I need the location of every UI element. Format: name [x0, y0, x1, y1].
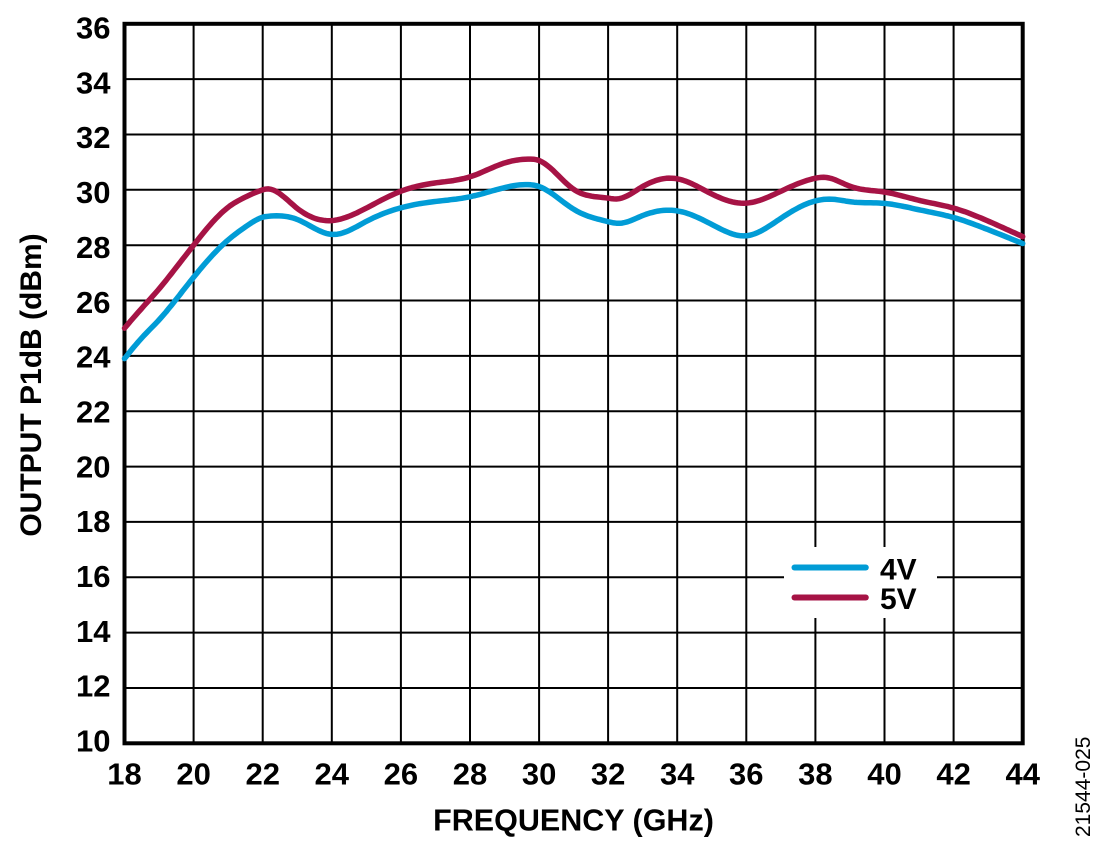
svg-text:38: 38: [798, 757, 832, 792]
svg-text:40: 40: [867, 757, 901, 792]
svg-text:30: 30: [76, 175, 110, 210]
svg-text:5V: 5V: [880, 583, 917, 616]
svg-text:34: 34: [660, 757, 695, 792]
svg-text:21544-025: 21544-025: [1072, 737, 1095, 837]
svg-text:22: 22: [245, 757, 279, 792]
svg-text:42: 42: [936, 757, 970, 792]
svg-text:32: 32: [76, 120, 110, 155]
svg-text:OUTPUT P1dB (dBm): OUTPUT P1dB (dBm): [15, 233, 48, 536]
svg-text:26: 26: [76, 285, 110, 320]
svg-text:10: 10: [76, 724, 110, 759]
svg-text:4V: 4V: [880, 553, 917, 586]
svg-text:36: 36: [729, 757, 763, 792]
svg-text:12: 12: [76, 669, 110, 704]
svg-text:26: 26: [384, 757, 418, 792]
svg-text:36: 36: [76, 11, 110, 46]
svg-text:30: 30: [522, 757, 556, 792]
svg-text:32: 32: [591, 757, 625, 792]
svg-text:20: 20: [76, 449, 110, 484]
svg-text:22: 22: [76, 395, 110, 430]
svg-text:18: 18: [76, 504, 110, 539]
svg-text:14: 14: [76, 614, 111, 649]
svg-text:18: 18: [107, 757, 141, 792]
svg-text:FREQUENCY (GHz): FREQUENCY (GHz): [433, 804, 714, 838]
svg-text:24: 24: [76, 340, 111, 375]
svg-text:24: 24: [315, 757, 350, 792]
svg-text:34: 34: [76, 65, 111, 100]
svg-text:28: 28: [453, 757, 487, 792]
svg-text:28: 28: [76, 230, 110, 265]
svg-text:16: 16: [76, 559, 110, 594]
svg-text:44: 44: [1005, 757, 1040, 792]
svg-text:20: 20: [176, 757, 210, 792]
